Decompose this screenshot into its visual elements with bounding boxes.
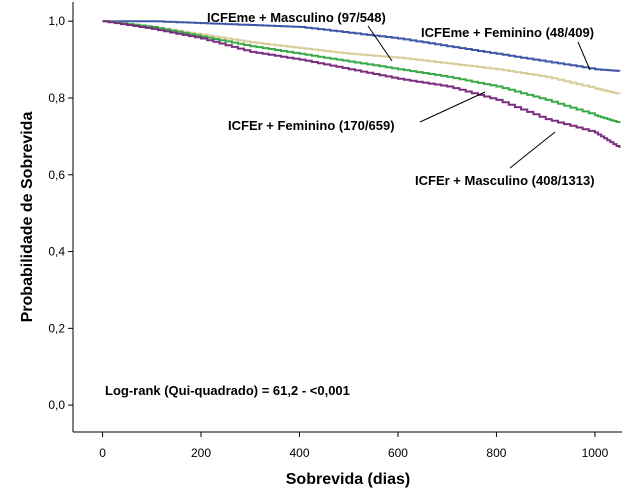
y-tick-label: 0,4 <box>48 245 65 259</box>
label-icfer-masculino: ICFEr + Masculino (408/1313) <box>415 173 595 188</box>
survival-curve-1 <box>102 20 621 95</box>
x-axis-title: Sobrevida (dias) <box>286 471 410 488</box>
y-tick-label: 1,0 <box>48 14 65 28</box>
label-icfeme-feminino: ICFEme + Feminino (48/409) <box>421 25 594 40</box>
survival-curve-3 <box>102 20 621 148</box>
x-tick-label: 1000 <box>582 446 609 460</box>
survival-curve-0 <box>102 20 621 72</box>
leader-icfer-masculino <box>509 131 556 169</box>
survival-curves <box>102 20 621 148</box>
survival-curve-2 <box>102 20 621 123</box>
leader-icfeme-masculino <box>367 25 393 62</box>
x-ticks: 0 200 400 600 800 1000 <box>99 432 609 460</box>
y-axis-title: Probabilidade de Sobrevida <box>19 112 36 323</box>
x-tick-label: 400 <box>289 446 309 460</box>
y-tick-label: 0,0 <box>48 398 65 412</box>
x-tick-label: 600 <box>388 446 408 460</box>
leader-icfer-feminino <box>419 91 486 123</box>
x-tick-label: 0 <box>99 446 106 460</box>
x-tick-label: 200 <box>191 446 211 460</box>
leader-icfeme-feminino <box>577 41 591 71</box>
y-tick-label: 0,6 <box>48 168 65 182</box>
y-ticks: 0,0 0,2 0,4 0,6 0,8 1,0 <box>48 14 73 412</box>
y-tick-label: 0,8 <box>48 91 65 105</box>
label-icfer-feminino: ICFEr + Feminino (170/659) <box>228 118 395 133</box>
label-icfeme-masculino: ICFEme + Masculino (97/548) <box>207 10 386 25</box>
x-tick-label: 800 <box>486 446 506 460</box>
y-tick-label: 0,2 <box>48 321 65 335</box>
logrank-annotation: Log-rank (Qui-quadrado) = 61,2 - <0,001 <box>105 383 350 398</box>
